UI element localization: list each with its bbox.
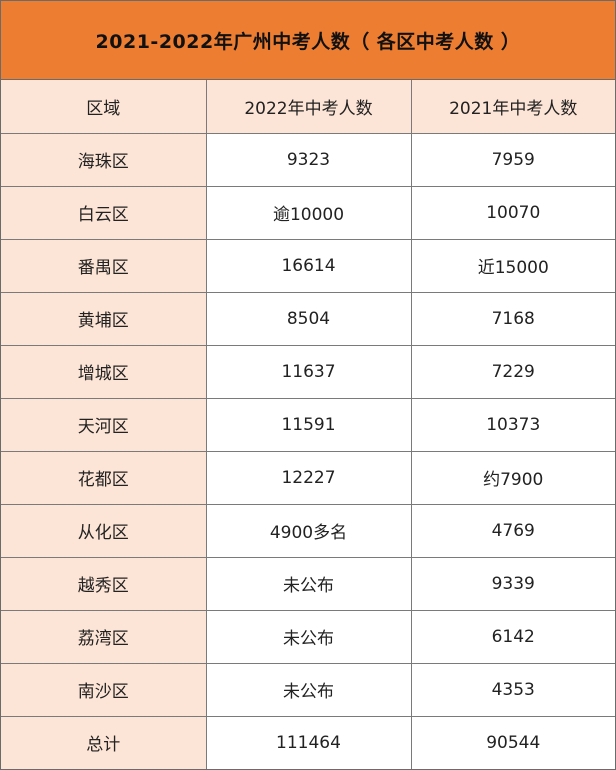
count-2022-cell: 4900多名: [206, 504, 412, 558]
count-2021-cell: 10070: [411, 186, 615, 240]
count-2022-cell: 12227: [206, 451, 412, 505]
count-2021-cell: 4769: [411, 504, 615, 558]
region-cell: 白云区: [1, 186, 207, 240]
total-2022-cell: 111464: [206, 716, 412, 769]
header-2021-count: 2021年中考人数: [411, 80, 615, 134]
count-2022-cell: 未公布: [206, 610, 412, 664]
count-2021-cell: 10373: [411, 398, 615, 452]
count-2021-cell: 7168: [411, 292, 615, 346]
region-cell: 越秀区: [1, 557, 207, 611]
region-cell: 从化区: [1, 504, 207, 558]
count-2022-cell: 16614: [206, 239, 412, 293]
table-row: 黄埔区 8504 7168: [1, 292, 615, 346]
region-cell: 海珠区: [1, 133, 207, 187]
table-row: 南沙区 未公布 4353: [1, 663, 615, 717]
region-cell: 黄埔区: [1, 292, 207, 346]
table-row: 番禺区 16614 近15000: [1, 239, 615, 293]
table-row: 从化区 4900多名 4769: [1, 504, 615, 558]
table-row: 越秀区 未公布 9339: [1, 557, 615, 611]
count-2022-cell: 8504: [206, 292, 412, 346]
table-row: 荔湾区 未公布 6142: [1, 610, 615, 664]
count-2021-cell: 约7900: [411, 451, 615, 505]
table-title-bar: 2021-2022年广州中考人数（ 各区中考人数 ）: [1, 1, 615, 80]
count-2021-cell: 9339: [411, 557, 615, 611]
total-label-cell: 总计: [1, 716, 207, 769]
count-2021-cell: 4353: [411, 663, 615, 717]
count-2022-cell: 未公布: [206, 557, 412, 611]
count-2021-cell: 7959: [411, 133, 615, 187]
region-cell: 天河区: [1, 398, 207, 452]
total-2021-cell: 90544: [411, 716, 615, 769]
table-row: 花都区 12227 约7900: [1, 451, 615, 505]
region-cell: 花都区: [1, 451, 207, 505]
table-row: 白云区 逾10000 10070: [1, 186, 615, 240]
count-2021-cell: 近15000: [411, 239, 615, 293]
region-cell: 南沙区: [1, 663, 207, 717]
table-row: 海珠区 9323 7959: [1, 133, 615, 187]
count-2021-cell: 7229: [411, 345, 615, 399]
table-row: 增城区 11637 7229: [1, 345, 615, 399]
exam-count-table: 区域 2022年中考人数 2021年中考人数 海珠区 9323 7959 白云区…: [1, 80, 615, 769]
count-2022-cell: 11637: [206, 345, 412, 399]
count-2022-cell: 9323: [206, 133, 412, 187]
count-2022-cell: 11591: [206, 398, 412, 452]
header-2022-count: 2022年中考人数: [206, 80, 412, 134]
header-row: 区域 2022年中考人数 2021年中考人数: [1, 80, 615, 134]
header-region: 区域: [1, 80, 207, 134]
table-title: 2021-2022年广州中考人数（ 各区中考人数 ）: [95, 30, 521, 53]
count-2021-cell: 6142: [411, 610, 615, 664]
region-cell: 番禺区: [1, 239, 207, 293]
total-row: 总计 111464 90544: [1, 716, 615, 769]
region-cell: 荔湾区: [1, 610, 207, 664]
count-2022-cell: 逾10000: [206, 186, 412, 240]
region-cell: 增城区: [1, 345, 207, 399]
count-2022-cell: 未公布: [206, 663, 412, 717]
table-row: 天河区 11591 10373: [1, 398, 615, 452]
